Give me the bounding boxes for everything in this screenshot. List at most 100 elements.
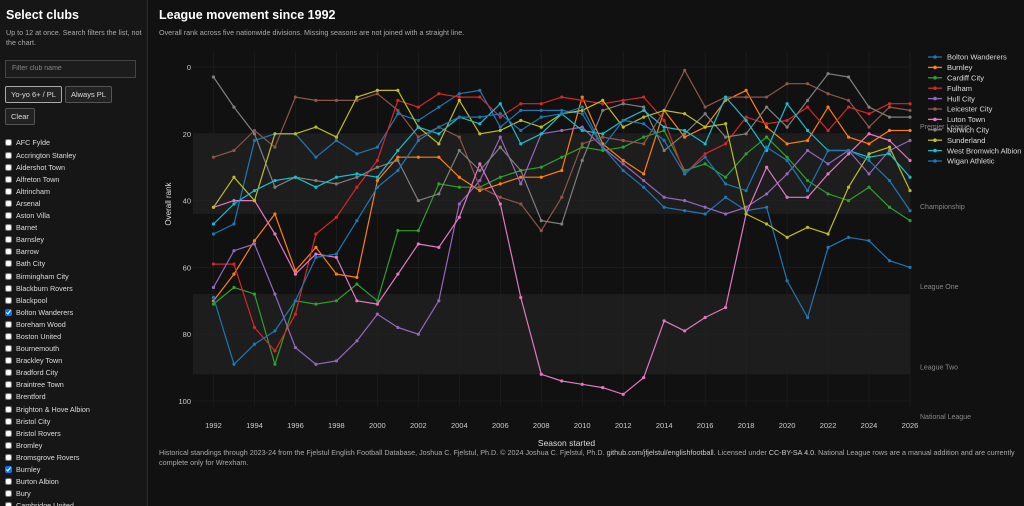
club-item[interactable]: Braintree Town: [5, 379, 142, 391]
club-label: Altrincham: [16, 186, 50, 196]
club-item[interactable]: Alfreton Town: [5, 173, 142, 185]
club-item[interactable]: Aston Villa: [5, 210, 142, 222]
club-checkbox[interactable]: [5, 320, 12, 328]
club-checkbox[interactable]: [5, 224, 12, 232]
club-item[interactable]: Bristol City: [5, 415, 142, 427]
club-item[interactable]: Bromley: [5, 439, 142, 451]
always-pl-preset-button[interactable]: Always PL: [64, 85, 112, 103]
legend-entry[interactable]: Norwich City: [947, 126, 989, 135]
club-item[interactable]: Brackley Town: [5, 355, 142, 367]
club-item[interactable]: Cambridge United: [5, 500, 142, 506]
club-item[interactable]: Bury: [5, 488, 142, 500]
club-checkbox[interactable]: [5, 308, 12, 316]
data-point: [601, 386, 605, 390]
club-checkbox[interactable]: [5, 296, 12, 304]
data-point: [457, 215, 461, 219]
data-point: [846, 148, 851, 153]
club-checkbox[interactable]: [5, 490, 12, 498]
data-point: [887, 145, 892, 149]
data-point: [314, 98, 318, 102]
club-item[interactable]: Blackpool: [5, 294, 142, 306]
y-tick-label: 60: [183, 263, 191, 272]
club-checkbox[interactable]: [5, 139, 12, 147]
club-item[interactable]: Brighton & Hove Albion: [5, 403, 142, 415]
data-point: [437, 92, 441, 96]
legend-entry[interactable]: Fulham: [947, 84, 972, 93]
club-checkbox[interactable]: [5, 248, 12, 256]
data-point: [867, 132, 871, 136]
club-checkbox[interactable]: [5, 199, 12, 207]
club-item[interactable]: Altrincham: [5, 185, 142, 197]
club-checkbox[interactable]: [5, 381, 12, 389]
club-checkbox[interactable]: [5, 502, 12, 506]
club-item[interactable]: Barnsley: [5, 234, 142, 246]
club-item[interactable]: Birmingham City: [5, 270, 142, 282]
club-item[interactable]: Arsenal: [5, 197, 142, 209]
clear-button[interactable]: Clear: [5, 107, 35, 125]
club-item[interactable]: Brentford: [5, 391, 142, 403]
club-checkbox[interactable]: [5, 212, 12, 220]
data-point: [273, 329, 277, 333]
club-checkbox[interactable]: [5, 478, 12, 486]
club-item[interactable]: Bromsgrove Rovers: [5, 451, 142, 463]
legend-entry[interactable]: West Bromwich Albion: [947, 146, 1021, 155]
data-point: [887, 115, 892, 119]
club-item[interactable]: Boston United: [5, 330, 142, 342]
legend-entry[interactable]: Hull City: [947, 94, 975, 103]
club-item[interactable]: Bolton Wanderers: [5, 306, 142, 318]
club-checkbox[interactable]: [5, 187, 12, 195]
club-item[interactable]: Boreham Wood: [5, 318, 142, 330]
github-link[interactable]: github.com/jfjelstul/englishfootball: [606, 448, 714, 457]
club-item[interactable]: Burton Albion: [5, 476, 142, 488]
club-checkbox[interactable]: [5, 441, 12, 449]
data-point: [703, 212, 707, 216]
data-point: [437, 182, 441, 186]
legend-marker: [933, 76, 937, 80]
club-checkbox[interactable]: [5, 393, 12, 401]
club-checkbox[interactable]: [5, 332, 12, 340]
club-checkbox[interactable]: [5, 163, 12, 171]
club-item[interactable]: Barrow: [5, 246, 142, 258]
data-point: [867, 142, 871, 146]
club-checkbox[interactable]: [5, 260, 12, 268]
legend-entry[interactable]: Leicester City: [947, 105, 993, 114]
legend-entry[interactable]: Wigan Athletic: [947, 157, 995, 166]
club-checkbox[interactable]: [5, 369, 12, 377]
club-item[interactable]: Bath City: [5, 258, 142, 270]
club-item[interactable]: AFC Fylde: [5, 137, 142, 149]
club-checkbox[interactable]: [5, 405, 12, 413]
club-checkbox[interactable]: [5, 236, 12, 244]
legend-entry[interactable]: Cardiff City: [947, 74, 984, 83]
club-item[interactable]: Aldershot Town: [5, 161, 142, 173]
legend-entry[interactable]: Sunderland: [947, 136, 985, 145]
club-checkbox[interactable]: [5, 357, 12, 365]
club-checkbox[interactable]: [5, 417, 12, 425]
yoyo-preset-button[interactable]: Yo-yo 6+ / PL: [5, 85, 62, 103]
club-checkbox[interactable]: [5, 151, 12, 159]
club-checkbox[interactable]: [5, 284, 12, 292]
club-checkbox[interactable]: [5, 466, 12, 474]
club-item[interactable]: Bournemouth: [5, 343, 142, 355]
club-checkbox[interactable]: [5, 272, 12, 280]
club-item[interactable]: Bristol Rovers: [5, 427, 142, 439]
club-item[interactable]: Bradford City: [5, 367, 142, 379]
data-point: [887, 259, 892, 263]
data-point: [498, 115, 502, 119]
club-item[interactable]: Barnet: [5, 222, 142, 234]
data-point: [724, 195, 728, 199]
club-checkbox[interactable]: [5, 175, 12, 183]
legend-entry[interactable]: Luton Town: [947, 115, 985, 124]
club-item[interactable]: Blackburn Rovers: [5, 282, 142, 294]
club-item[interactable]: Burnley: [5, 463, 142, 475]
club-checkbox[interactable]: [5, 345, 12, 353]
legend-entry[interactable]: Bolton Wanderers: [947, 53, 1007, 62]
club-item[interactable]: Accrington Stanley: [5, 149, 142, 161]
club-checkbox[interactable]: [5, 453, 12, 461]
license-link[interactable]: CC-BY-SA 4.0: [768, 448, 815, 457]
data-point: [560, 379, 564, 383]
club-checkbox[interactable]: [5, 429, 12, 437]
club-label: Accrington Stanley: [16, 150, 76, 160]
data-point: [334, 98, 338, 102]
club-filter-input[interactable]: [5, 59, 136, 78]
legend-entry[interactable]: Burnley: [947, 63, 973, 72]
